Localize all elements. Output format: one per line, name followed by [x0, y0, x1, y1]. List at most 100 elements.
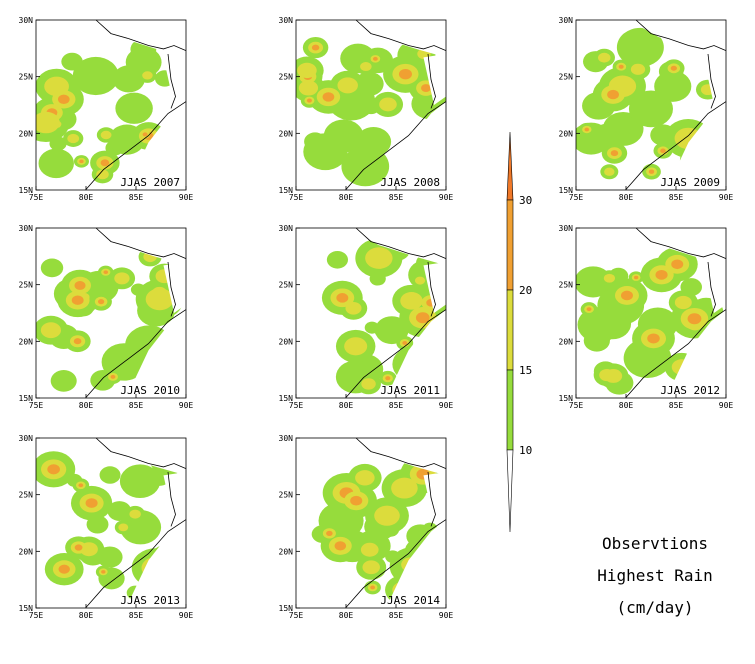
- rain-blob-15-20: [365, 247, 393, 269]
- legend-title: Observtions Highest Rain (cm/day): [560, 528, 750, 624]
- nepal-border: [95, 19, 187, 51]
- rain-blob-20-30: [74, 544, 83, 551]
- rain-blob-20-30: [97, 299, 105, 305]
- lon-label: 75E: [569, 193, 584, 202]
- himalaya-region: [348, 20, 446, 58]
- rain-blob-10-15: [354, 71, 384, 96]
- panel-label: JJAS 2012: [660, 384, 720, 397]
- rain-blob-20-30: [402, 341, 408, 345]
- rain-blob-10-15: [40, 258, 64, 278]
- rain-blob-15-20: [298, 80, 319, 96]
- himalaya-region: [88, 438, 186, 476]
- lon-label: 80E: [339, 611, 354, 620]
- himalaya-region: [628, 228, 726, 266]
- panel-label: JJAS 2010: [120, 384, 180, 397]
- rain-blob-20-30: [618, 64, 624, 69]
- lat-label: 25N: [559, 281, 574, 290]
- bay-of-bengal: [666, 101, 726, 190]
- map-frame: [295, 437, 447, 609]
- lat-label: 15N: [19, 394, 34, 403]
- bay-of-bengal: [126, 101, 186, 190]
- lon-label: 85E: [389, 611, 404, 620]
- rain-blob-10-15: [593, 123, 620, 146]
- colorbar-tick-15: 15: [519, 364, 532, 377]
- rain-blob-15-20: [360, 62, 372, 72]
- lon-label: 85E: [129, 611, 144, 620]
- lat-label: 25N: [559, 73, 574, 82]
- himalaya-region: [628, 20, 726, 58]
- rain-blob-20-30: [326, 530, 333, 536]
- rain-blob-10-15: [107, 501, 132, 521]
- rain-blob-15-20: [360, 542, 379, 557]
- rain-blob-10-15: [119, 464, 161, 499]
- rain-blob-15-20: [414, 276, 426, 285]
- rain-blob-20-30: [415, 312, 430, 324]
- lon-label: 90E: [719, 193, 734, 202]
- map-panel-5: 30N 25N 20N 15N 75E 80E 85E 90E JJAS 2011: [260, 208, 466, 428]
- lat-label: 30N: [559, 224, 574, 233]
- lat-label: 25N: [19, 73, 34, 82]
- map-panel-6: 30N 25N 20N 15N 75E 80E 85E 90E JJAS 2012: [540, 208, 746, 428]
- panel-label: JJAS 2009: [660, 176, 720, 189]
- rain-blob-20-30: [655, 269, 668, 280]
- rain-blob-15-20: [362, 560, 380, 575]
- rain-blob-20-30: [648, 169, 655, 174]
- panel-label: JJAS 2014: [380, 594, 440, 607]
- rain-blob-20-30: [306, 98, 312, 103]
- lon-label: 85E: [389, 401, 404, 410]
- rain-blob-15-20: [145, 288, 174, 311]
- lon-label: 90E: [719, 401, 734, 410]
- lat-label: 20N: [19, 129, 34, 138]
- himalaya-region: [88, 20, 186, 58]
- rain-blob-20-30: [74, 281, 86, 290]
- lon-label: 75E: [289, 401, 304, 410]
- rain-blob-20-30: [57, 94, 70, 104]
- rain-blob-15-20: [100, 130, 112, 140]
- lat-label: 20N: [279, 547, 294, 556]
- lat-label: 15N: [279, 604, 294, 613]
- rain-blob-15-20: [379, 97, 397, 112]
- lat-label: 25N: [279, 73, 294, 82]
- lat-label: 30N: [279, 224, 294, 233]
- bay-of-bengal: [126, 309, 186, 398]
- lon-label: 90E: [179, 611, 194, 620]
- lat-label: 20N: [19, 547, 34, 556]
- rain-blob-20-30: [103, 270, 109, 275]
- lon-label: 75E: [29, 401, 44, 410]
- nepal-border: [95, 227, 187, 259]
- lat-label: 25N: [19, 281, 34, 290]
- bangladesh-border: [707, 261, 716, 317]
- lon-label: 75E: [289, 193, 304, 202]
- rain-blob-10-15: [369, 272, 386, 286]
- rain-blob-20-30: [607, 89, 619, 100]
- coastline: [85, 519, 187, 609]
- himalaya-region: [348, 438, 446, 476]
- legend-line-3: (cm/day): [616, 598, 694, 617]
- bay-of-bengal: [386, 309, 446, 398]
- lon-label: 90E: [179, 193, 194, 202]
- lat-label: 30N: [19, 224, 34, 233]
- rain-blob-20-30: [85, 498, 98, 508]
- lon-label: 75E: [289, 611, 304, 620]
- rain-blob-10-15: [616, 27, 664, 67]
- rain-blob-15-20: [129, 509, 141, 519]
- rain-blob-20-30: [78, 483, 84, 488]
- rain-blob-20-30: [73, 338, 82, 345]
- coastline: [85, 309, 187, 399]
- map-panel-2: 30N 25N 20N 15N 75E 80E 85E 90E JJAS 2008: [260, 0, 466, 220]
- rain-blob-15-20: [630, 63, 646, 75]
- lon-label: 80E: [79, 611, 94, 620]
- coastline: [625, 101, 727, 191]
- bay-of-bengal: [386, 101, 446, 190]
- lon-label: 80E: [339, 401, 354, 410]
- bangladesh-border: [427, 261, 436, 317]
- rain-blob-20-30: [71, 295, 84, 305]
- map-frame: [575, 227, 727, 399]
- rain-blob-15-20: [297, 62, 317, 79]
- lon-label: 90E: [439, 401, 454, 410]
- rain-blob-10-15: [125, 47, 162, 78]
- lat-label: 30N: [559, 16, 574, 25]
- rain-blob-20-30: [370, 585, 376, 590]
